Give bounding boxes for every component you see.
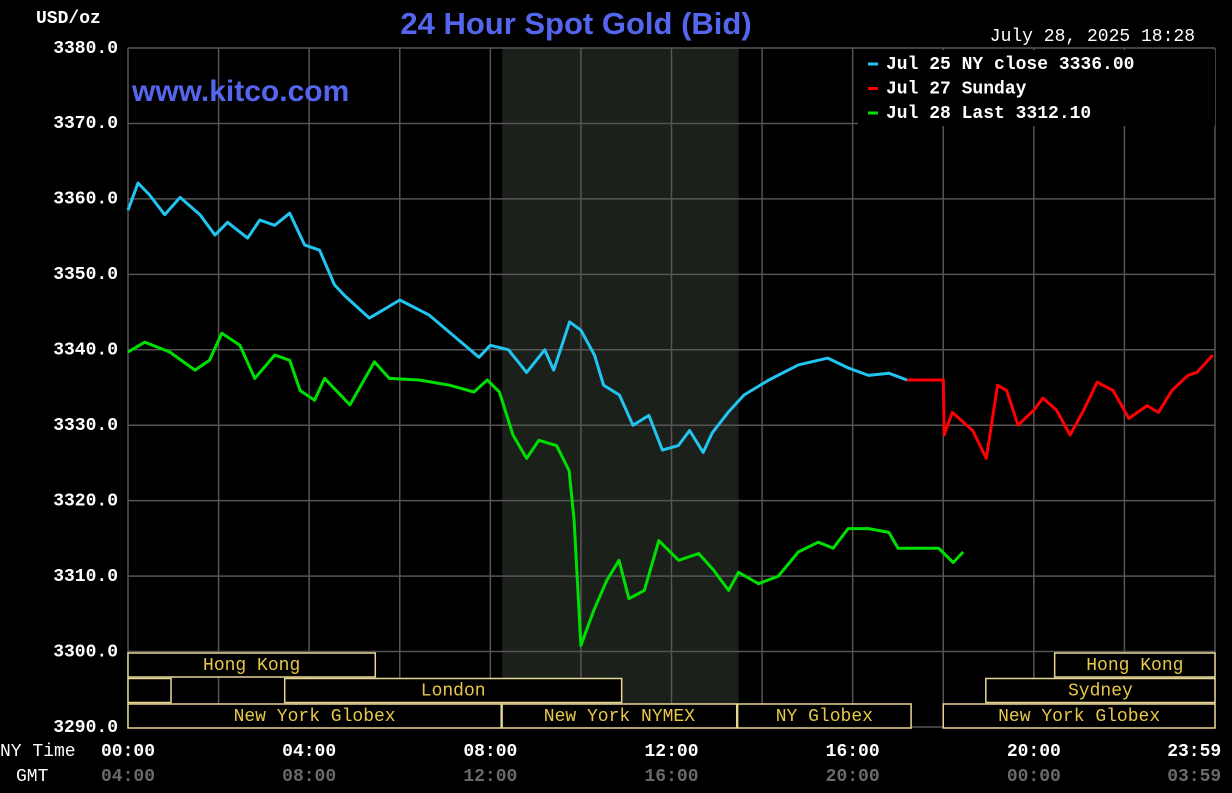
- session-box: [127, 652, 377, 678]
- x-tick-label: 12:00: [644, 742, 698, 762]
- y-tick-label: 3300.0: [53, 642, 118, 662]
- session-label: Sydney: [1068, 681, 1133, 701]
- y-tick-label: 3290.0: [53, 718, 118, 738]
- y-tick-label: 3340.0: [53, 341, 118, 361]
- x-tick-label: 04:00: [282, 742, 336, 762]
- legend-label: Jul 25 NY close 3336.00: [886, 55, 1134, 75]
- legend-label: Jul 27 Sunday: [886, 79, 1027, 99]
- y-tick-label: 3370.0: [53, 114, 118, 134]
- x-tick-label: 08:00: [463, 742, 517, 762]
- session-label: New York Globex: [234, 707, 396, 727]
- series-line: [907, 354, 1214, 460]
- session-box: [283, 677, 623, 704]
- y-tick-label: 3310.0: [53, 567, 118, 587]
- y-tick-label: 3380.0: [53, 39, 118, 59]
- session-box: [127, 677, 172, 704]
- x2-tick-label: 12:00: [463, 767, 517, 787]
- x2-tick-label: 16:00: [644, 767, 698, 787]
- legend-label: Jul 28 Last 3312.10: [886, 104, 1091, 124]
- x2-tick-label: 04:00: [101, 767, 155, 787]
- session-box: [1053, 652, 1216, 678]
- x2-tick-label: 03:59: [1167, 767, 1221, 787]
- session-label: Hong Kong: [203, 656, 300, 676]
- x-tick-label: 16:00: [826, 742, 880, 762]
- session-box: [985, 677, 1216, 704]
- session-box: [127, 703, 502, 729]
- session-label: New York Globex: [998, 707, 1160, 727]
- session-box: [501, 703, 738, 729]
- session-box: [942, 703, 1216, 729]
- series-line: [127, 331, 965, 647]
- shaded-region: [502, 48, 739, 727]
- series-line: [126, 181, 908, 454]
- x2-tick-label: 20:00: [826, 767, 880, 787]
- session-label: New York NYMEX: [544, 707, 695, 727]
- y-tick-label: 3320.0: [53, 491, 118, 511]
- timestamp: July 28, 2025 18:28: [990, 27, 1195, 47]
- watermark: www.kitco.com: [131, 75, 349, 108]
- y-axis-label: USD/oz: [36, 9, 101, 29]
- session-box: [736, 703, 912, 729]
- x-axis-label: NY Time: [0, 742, 76, 762]
- x2-axis-label: GMT: [16, 767, 49, 787]
- y-tick-label: 3350.0: [53, 265, 118, 285]
- session-label: London: [421, 681, 486, 701]
- x-tick-label: 23:59: [1167, 742, 1221, 762]
- y-tick-label: 3360.0: [53, 190, 118, 210]
- x-tick-label: 00:00: [101, 742, 155, 762]
- x2-tick-label: 00:00: [1007, 767, 1061, 787]
- legend-box: [858, 50, 1215, 126]
- session-label: NY Globex: [776, 707, 873, 727]
- plot-background: [127, 47, 1216, 728]
- y-tick-label: 3330.0: [53, 416, 118, 436]
- session-label: Hong Kong: [1086, 656, 1183, 676]
- x-tick-label: 20:00: [1007, 742, 1061, 762]
- x2-tick-label: 08:00: [282, 767, 336, 787]
- chart-title: 24 Hour Spot Gold (Bid): [400, 6, 751, 41]
